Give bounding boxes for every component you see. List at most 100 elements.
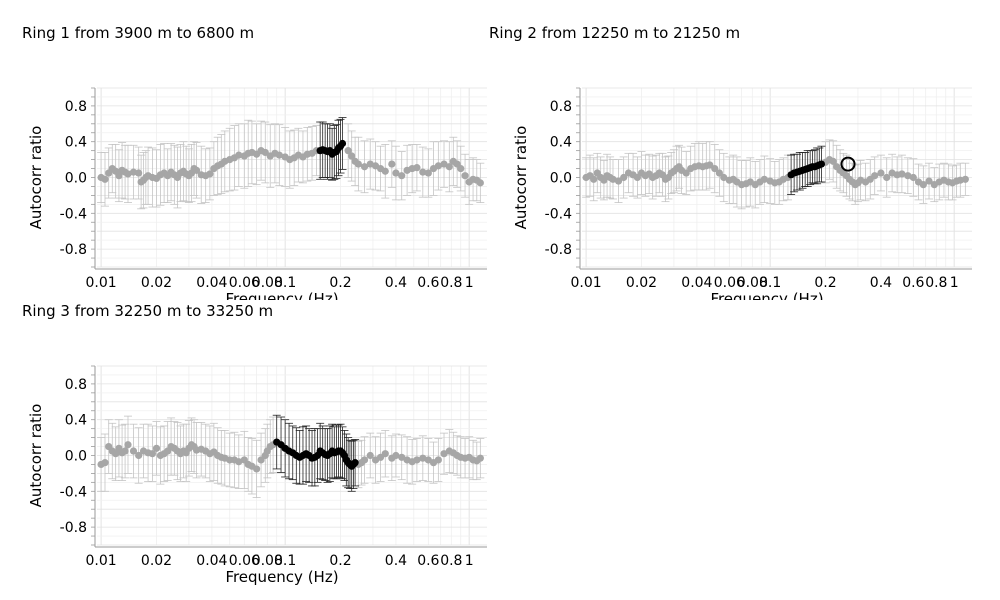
ring-3-ytick-label: -0.4 <box>60 484 87 500</box>
ring-3-point <box>366 451 374 460</box>
ring-1-xtick-label: 0.6 <box>417 275 439 291</box>
chart-ring-2: -0.8 -0.4 0.0 0.4 0.8 0.01 0.02 0.04 0.06 0.08 0.1… <box>485 0 990 300</box>
ring-2-xtick-label: 0.8 <box>925 275 947 291</box>
ring-3-xtick-label: 0.6 <box>417 553 439 569</box>
ring-1-ytick-label: 0.8 <box>65 99 87 115</box>
ring-3-xtick-label: 0.01 <box>86 553 117 569</box>
ring-1-xtick-label: 1 <box>465 275 474 291</box>
ring-3-point <box>101 459 109 467</box>
ring-3-point <box>419 454 427 462</box>
ring-1-point <box>434 162 442 170</box>
ring-2-point <box>614 177 623 185</box>
ring-1-xtick-label: 0.2 <box>329 275 351 291</box>
ring-1-point <box>135 169 143 177</box>
ring-1-point <box>457 164 465 173</box>
ring-3-point <box>381 450 389 458</box>
ring-2-xtick-label: 0.04 <box>681 275 712 291</box>
ring-3-point <box>124 441 132 449</box>
chart-ring-3-svg: -0.8 -0.4 0.0 0.4 0.8 0.01 0.02 0.04 0.060.080.1… <box>22 302 487 586</box>
ring-3-xtick-label: 1 <box>465 553 474 569</box>
ring-3-ytick-label: 0.8 <box>65 377 87 393</box>
ring-2-point <box>925 177 933 185</box>
ring-1-xtick-label: 0.06 <box>229 275 260 291</box>
ring-2-point <box>871 172 879 180</box>
ring-1-point <box>344 147 352 155</box>
ring-2-point <box>904 172 912 180</box>
ring-2-point <box>909 173 917 182</box>
ring-2-point <box>919 181 927 189</box>
ring-1-ytick-label: 0.4 <box>65 135 87 151</box>
ring-3-point <box>112 450 120 458</box>
ring-2-point <box>620 173 628 182</box>
ring-3-ytick-label: -0.8 <box>60 520 87 536</box>
ring-1-ytick-label: 0.0 <box>65 171 87 187</box>
ring-2-ytick-label: -0.8 <box>545 242 572 258</box>
ring-1-point <box>445 163 453 171</box>
ring-3-point <box>129 447 138 455</box>
ring-1-point <box>206 170 214 178</box>
ring-1-point <box>381 167 389 175</box>
ring-1-xtick-label: 0.04 <box>196 275 227 291</box>
ring-1-point <box>348 152 356 160</box>
ring-1-point <box>124 170 132 178</box>
ring-2-xtick-label: 0.2 <box>814 275 836 291</box>
ring-3-point <box>148 450 156 458</box>
ring-2-xtick-label: 0.1 <box>759 275 781 291</box>
ring-2-point <box>877 169 885 177</box>
ring-1-xtick-label: 0.1 <box>274 275 296 291</box>
ring-2-xtick-label: 1 <box>950 275 959 291</box>
ring-3-point <box>235 458 243 466</box>
ring-2-xtick-label: 0.02 <box>626 275 657 291</box>
ring-2-point <box>720 173 728 182</box>
ring-3-point <box>398 453 406 461</box>
ring-3-xtick-label: 0.04 <box>196 553 227 569</box>
ring-1-point <box>398 172 406 180</box>
ring-2-point <box>829 157 837 165</box>
ring-2-ytick-label: 0.4 <box>550 135 572 151</box>
ring-2-point <box>898 170 906 178</box>
ring-2-ytick-label: -0.4 <box>545 206 572 222</box>
ring-1-xlabel: Frequency (Hz) <box>225 290 338 300</box>
ring-3-xtick-label: 0.06 <box>229 553 260 569</box>
ring-3-xtick-label: 0.02 <box>141 553 172 569</box>
ring-3-xtick-label: 0.08 <box>252 553 283 569</box>
ring-3-point <box>434 456 442 464</box>
ring-3-title: Ring 3 from 32250 m to 33250 m <box>22 302 273 320</box>
chart-ring-2-svg: -0.8 -0.4 0.0 0.4 0.8 0.01 0.02 0.04 0.060.080.1… <box>489 24 972 300</box>
ring-2-point <box>961 175 969 183</box>
ring-2-point <box>883 173 891 182</box>
ring-2-point <box>706 161 714 169</box>
ring-1-point <box>388 160 396 168</box>
ring-1-xtick-label: 0.01 <box>86 275 117 291</box>
ring-1-point <box>392 169 400 177</box>
ring-2-xtick-label: 0.4 <box>870 275 892 291</box>
ring-3-point <box>253 465 261 473</box>
ring-1-point <box>440 160 448 168</box>
chart-ring-3: -0.8 -0.4 0.0 0.4 0.8 0.01 0.02 0.04 0.06 0.08 0.1… <box>0 278 490 588</box>
ring-2-xtick-label: 0.01 <box>571 275 602 291</box>
ring-3-ylabel: Autocorr ratio <box>27 404 45 508</box>
ring-3-xlabel: Frequency (Hz) <box>225 568 338 586</box>
ring-1-title: Ring 1 from 3900 m to 6800 m <box>22 24 254 42</box>
ring-3-xtick-label: 0.1 <box>274 553 296 569</box>
ring-1-point <box>101 175 109 183</box>
ring-3-point <box>135 451 143 460</box>
ring-1-xtick-label: 0.08 <box>252 275 283 291</box>
ring-2-ytick-label: 0.0 <box>550 171 572 187</box>
ring-1-xtick-label: 0.02 <box>141 275 172 291</box>
ring-2-point <box>609 175 617 183</box>
ring-1-point <box>419 168 427 176</box>
ring-1-xtick-label: 0.8 <box>440 275 462 291</box>
ring-3-point <box>360 456 369 464</box>
ring-2-title: Ring 2 from 12250 m to 21250 m <box>489 24 740 42</box>
ring-2-point <box>711 164 719 173</box>
chart-ring-1: -0.8 -0.4 0.0 0.4 0.8 0.01 0.02 0.04 0.06 0.08 0.1… <box>0 0 490 300</box>
ring-1-point <box>461 172 469 180</box>
chart-ring-1-svg: -0.8 -0.4 0.0 0.4 0.8 0.01 0.02 0.04 0.060.080.1… <box>22 24 487 300</box>
ring-3-xtick-label: 0.2 <box>329 553 351 569</box>
ring-1-ylabel: Autocorr ratio <box>27 126 45 230</box>
ring-1-xtick-label: 0.4 <box>385 275 407 291</box>
ring-2-circle-marker <box>840 156 856 172</box>
ring-3-xtick-label: 0.8 <box>440 553 462 569</box>
ring-1-point <box>261 148 269 157</box>
